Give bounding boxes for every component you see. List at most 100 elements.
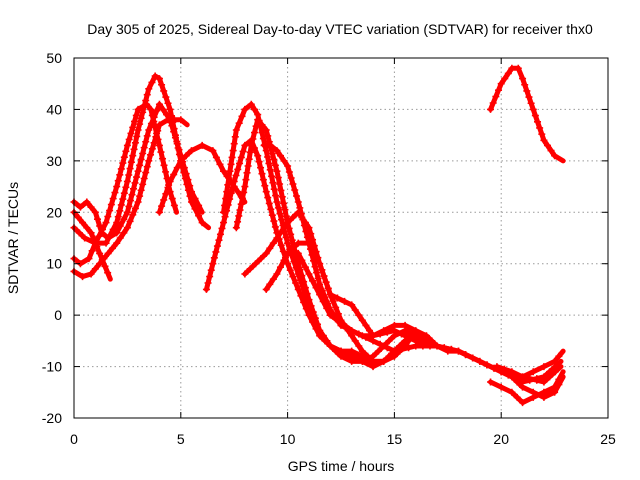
data-point <box>398 330 406 338</box>
data-point <box>469 354 477 362</box>
data-point <box>284 239 292 247</box>
data-point <box>540 393 548 401</box>
data-point <box>139 150 147 158</box>
data-point <box>323 337 331 345</box>
data-point <box>274 174 282 182</box>
data-point <box>454 347 462 355</box>
data-point <box>83 198 91 206</box>
data-point <box>329 297 337 305</box>
data-point <box>155 141 163 149</box>
data-point <box>235 119 243 127</box>
x-tick-label: 0 <box>70 431 78 447</box>
tick-labels: 0 5 10 15 20 25 -20 -10 0 10 20 30 40 50 <box>42 50 616 447</box>
data-point <box>168 195 176 203</box>
data-point <box>369 357 377 365</box>
data-point <box>262 285 270 293</box>
data-point <box>247 100 255 108</box>
data-point <box>143 100 151 108</box>
data-point <box>426 342 434 350</box>
data-point <box>462 351 470 359</box>
data-point <box>291 186 299 194</box>
data-point <box>122 183 130 191</box>
data-point <box>152 133 160 141</box>
data-point <box>206 273 214 281</box>
data-point <box>289 213 297 221</box>
data-point <box>153 107 161 115</box>
data-point <box>289 273 297 281</box>
data-point <box>160 87 168 95</box>
data-point <box>433 342 441 350</box>
x-tick-label: 25 <box>600 431 616 447</box>
data-point <box>311 263 319 271</box>
data-point <box>303 290 311 298</box>
data-point <box>180 164 188 172</box>
data-point <box>160 161 168 169</box>
series-track-16 <box>497 368 566 401</box>
data-point <box>223 188 231 196</box>
data-point <box>487 105 495 113</box>
data-point <box>489 99 497 107</box>
data-point <box>134 126 142 134</box>
data-point <box>284 249 292 257</box>
data-point <box>262 126 270 134</box>
data-point <box>257 255 265 263</box>
data-point <box>202 285 210 293</box>
data-point <box>237 153 245 161</box>
data-point <box>83 224 91 232</box>
data-point <box>187 198 195 206</box>
data-point <box>120 215 128 223</box>
data-point <box>261 182 269 190</box>
data-point <box>383 328 391 336</box>
data-point <box>257 164 265 172</box>
data-point <box>362 321 370 329</box>
series-line <box>295 250 564 385</box>
data-point <box>187 188 195 196</box>
data-point <box>148 78 156 86</box>
data-point <box>294 285 302 293</box>
data-point <box>143 91 151 99</box>
data-point <box>155 208 163 216</box>
data-point <box>319 332 327 340</box>
data-point <box>131 204 139 212</box>
data-point <box>125 135 133 143</box>
data-point <box>162 190 170 198</box>
data-point <box>292 279 300 287</box>
data-point <box>129 211 137 219</box>
data-point <box>324 284 332 292</box>
series-track-17 <box>493 348 566 381</box>
data-point <box>364 352 372 360</box>
data-point <box>296 266 304 274</box>
data-point <box>555 352 563 360</box>
data-point <box>137 114 145 122</box>
data-point <box>162 168 170 176</box>
data-point <box>113 229 121 237</box>
data-point <box>250 129 258 137</box>
data-point <box>119 159 127 167</box>
data-point <box>108 244 116 252</box>
data-point <box>287 174 295 182</box>
data-point <box>102 239 110 247</box>
data-point <box>305 270 313 278</box>
data-point <box>401 321 409 329</box>
data-point <box>332 303 340 311</box>
data-point <box>232 171 240 179</box>
data-point <box>140 144 148 152</box>
data-point <box>81 234 89 242</box>
data-point <box>369 337 377 345</box>
data-point <box>278 193 286 201</box>
data-point <box>137 155 145 163</box>
data-point <box>504 69 512 77</box>
data-point <box>348 327 356 335</box>
data-point <box>390 347 398 355</box>
data-point <box>154 127 162 135</box>
data-point <box>281 206 289 214</box>
data-point <box>266 244 274 252</box>
data-point <box>109 225 117 233</box>
data-point <box>447 345 455 353</box>
data-point <box>362 333 370 341</box>
data-point <box>316 260 324 268</box>
data-point <box>111 189 119 197</box>
data-point <box>155 121 163 129</box>
data-point <box>207 266 215 274</box>
data-point <box>380 357 388 365</box>
